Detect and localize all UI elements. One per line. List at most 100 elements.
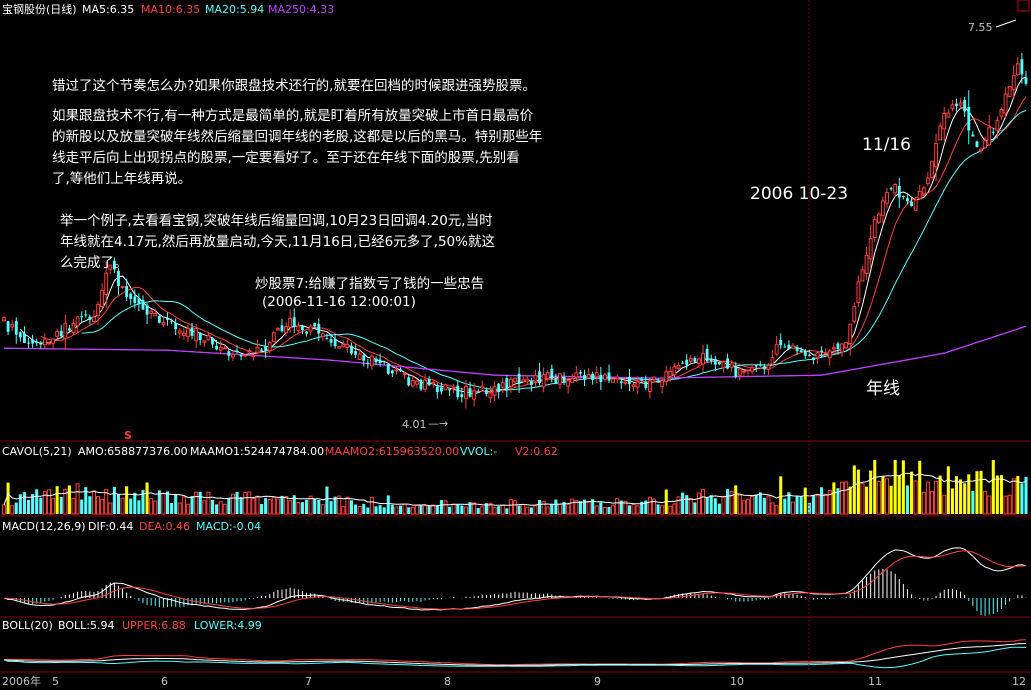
volume-ma-line [3, 472, 1027, 507]
candle-body [161, 322, 166, 326]
volume-bar [946, 466, 950, 514]
volume-bar [468, 502, 472, 514]
candle-body [656, 380, 660, 383]
volume-bar [354, 504, 358, 514]
candle-body [129, 293, 133, 299]
candle-body [194, 327, 199, 342]
candle-body [320, 333, 325, 338]
macd-value: MACD:-0.04 [196, 520, 261, 533]
volume-bar [129, 498, 133, 514]
candle-body [399, 369, 402, 372]
candle-body [71, 323, 76, 334]
candle-body [378, 359, 382, 364]
volume-bar [521, 504, 526, 515]
volume-bar [63, 488, 68, 515]
candle-body [750, 367, 755, 372]
volume-bar [14, 502, 18, 514]
candle-body [100, 290, 105, 308]
volume-bar [75, 483, 80, 515]
candle-body [652, 376, 656, 380]
volume-bar [848, 486, 852, 514]
volume-bar [979, 470, 983, 514]
volume-bar [492, 507, 497, 515]
volume-bar [1007, 494, 1012, 515]
candle-body [402, 373, 407, 376]
volume-bar [325, 486, 329, 514]
vol-maamo2: MAAMO2:615963520.00 [325, 445, 459, 458]
volume-bar [362, 503, 366, 514]
annotation-para2-line4: 了,等他们上年线再说。 [52, 170, 191, 187]
volume-bar [227, 498, 231, 514]
candle-body [157, 315, 161, 323]
volume-bar [602, 507, 607, 515]
volume-bar [599, 502, 603, 514]
candle-body [889, 188, 893, 190]
volume-bar [999, 475, 1004, 514]
volume-bar [836, 488, 840, 514]
volume-bar [783, 498, 787, 514]
candle-body [979, 148, 983, 152]
high-price-label: 7.55 [968, 21, 993, 34]
candle-body [963, 99, 967, 112]
volume-bar [525, 506, 530, 515]
candle-body [681, 362, 685, 364]
volume-bar [480, 506, 485, 515]
volume-bar [104, 489, 109, 515]
volume-bar [876, 481, 881, 515]
volume-bar [435, 505, 439, 514]
candle-body [448, 389, 452, 391]
candlestick-series [2, 53, 1028, 409]
volume-bar [296, 501, 301, 515]
volume-bar [394, 506, 399, 515]
candle-body [243, 354, 248, 357]
candle-body [120, 285, 125, 288]
candle-body [647, 380, 652, 392]
volume-bar [451, 503, 456, 515]
candle-body [439, 387, 443, 392]
candle-body [419, 379, 423, 390]
vol-vvol: VVOL:- [460, 445, 497, 458]
candle-body [925, 177, 930, 185]
volume-bar [145, 482, 149, 514]
window-toggle-icon[interactable] [1017, 0, 1030, 12]
candle-body [628, 376, 631, 384]
candle-body [917, 191, 922, 200]
volume-bar [366, 507, 370, 514]
candle-body [198, 332, 202, 341]
volume-bar [456, 504, 460, 514]
volume-bar [611, 504, 616, 515]
candle-body [746, 369, 750, 372]
candle-body [856, 281, 861, 303]
volume-bar [562, 501, 566, 514]
candle-body [456, 385, 460, 398]
volume-bar [472, 502, 477, 515]
candle-body [508, 378, 513, 387]
volume-bar [84, 487, 88, 514]
volume-bar [750, 495, 755, 515]
candle-body [305, 331, 308, 334]
candle-body [591, 373, 595, 380]
candle-body [983, 140, 988, 149]
candle-body [950, 104, 955, 109]
volume-bar [22, 492, 26, 514]
volume-bar [651, 498, 657, 515]
volume-bar [660, 505, 665, 515]
candle-body [607, 372, 611, 381]
annotation-para3-line1: 举一个例子,去看看宝钢,突破年线后缩量回调,10月23日回调4.20元,当时 [60, 213, 493, 229]
candle-body [574, 372, 579, 378]
candle-body [538, 371, 541, 383]
candle-body [460, 394, 464, 398]
volume-bar [820, 487, 824, 514]
volume-bar [963, 483, 967, 514]
volume-bar [726, 489, 730, 514]
volume-bar [640, 501, 644, 514]
ma20-value: MA20:5.94 [205, 3, 264, 16]
candle-body [84, 314, 88, 316]
volume-bar [67, 485, 71, 514]
volume-bar [218, 501, 223, 515]
candle-body [688, 357, 693, 362]
candle-body [308, 325, 313, 332]
candle-body [67, 328, 71, 331]
volume-bar [799, 496, 803, 514]
candle-body [354, 351, 357, 355]
